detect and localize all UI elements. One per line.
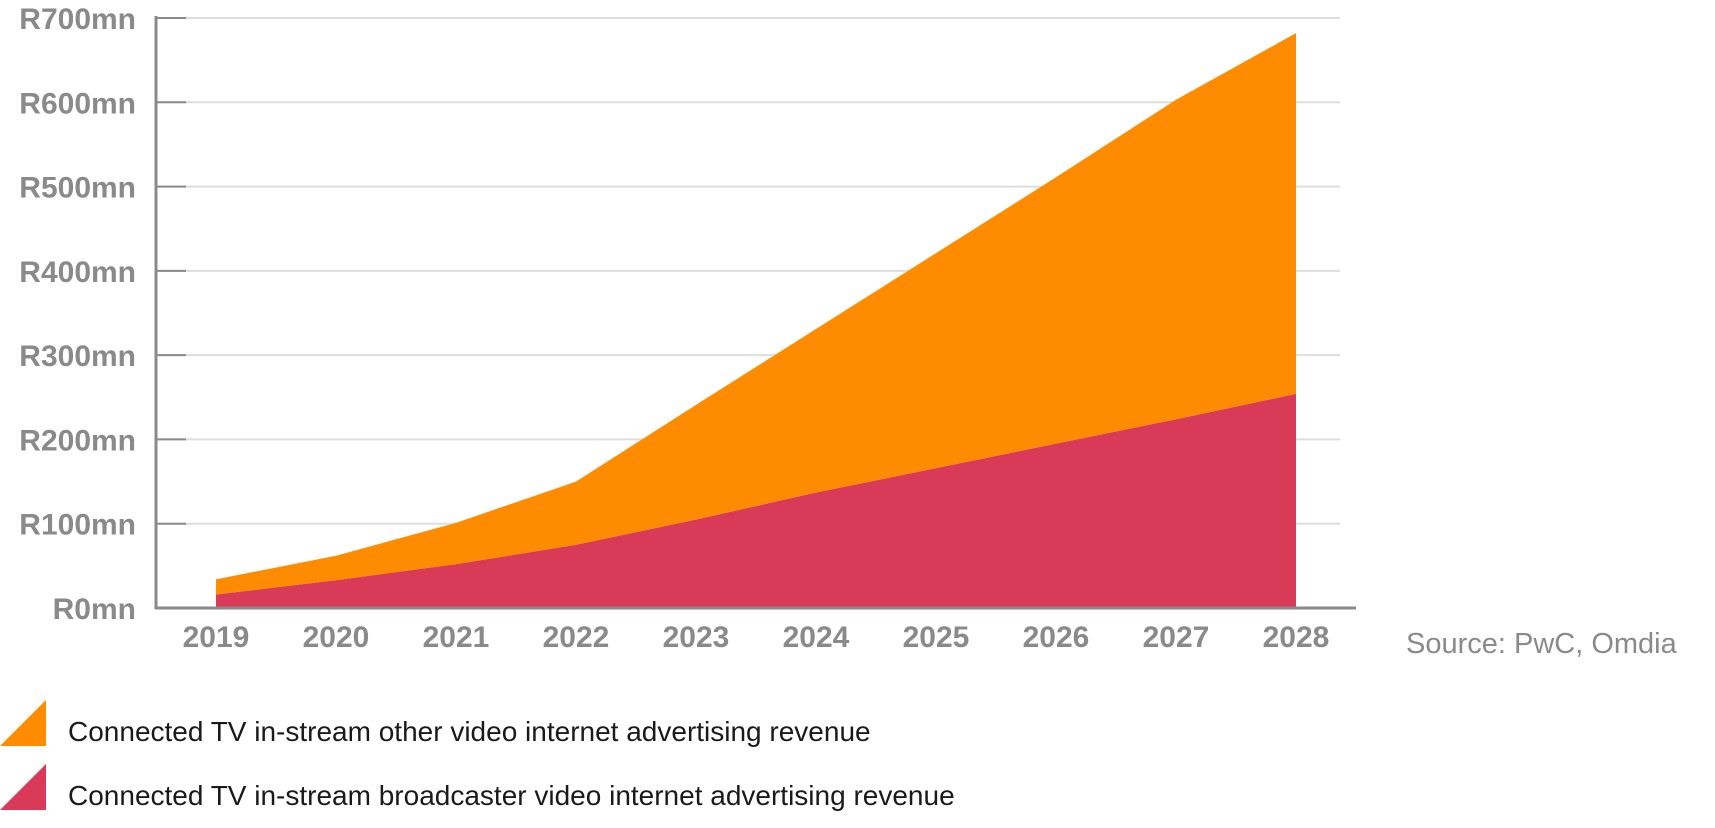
legend-item-other-video: Connected TV in-stream other video inter…	[0, 700, 1100, 764]
y-tick-label: R400mn	[19, 256, 136, 289]
legend-swatch-broadcaster-video	[0, 764, 46, 810]
legend-item-broadcaster-video: Connected TV in-stream broadcaster video…	[0, 764, 1100, 828]
legend-label-broadcaster-video: Connected TV in-stream broadcaster video…	[68, 780, 955, 811]
x-tick-label: 2019	[183, 621, 250, 654]
y-tick-label: R300mn	[19, 340, 136, 373]
axes	[154, 16, 1356, 610]
area-broadcaster-video	[216, 393, 1296, 608]
x-tick-label: 2023	[663, 621, 730, 654]
source-note: Source: PwC, Omdia	[1406, 628, 1677, 660]
legend-swatch-shape-broadcaster-video	[0, 764, 46, 810]
y-tick-label: R200mn	[19, 424, 136, 457]
x-tick-label: 2028	[1263, 621, 1330, 654]
x-tick-label: 2026	[1023, 621, 1090, 654]
y-tick-label: R600mn	[19, 87, 136, 120]
y-tick-label: R700mn	[19, 3, 136, 36]
x-tick-label: 2024	[783, 621, 850, 654]
stacked-area-chart: R0mn R100mn R200mn R300mn R400mn R500mn R600mn…	[19, 3, 1356, 654]
legend: Connected TV in-stream other video inter…	[0, 700, 1100, 828]
legend-swatch-shape-other-video	[0, 700, 46, 746]
area-series	[216, 33, 1296, 608]
x-tick-label: 2021	[423, 621, 490, 654]
y-tick-label: R500mn	[19, 172, 136, 205]
area-other-video	[216, 33, 1296, 595]
x-tick-label: 2025	[903, 621, 970, 654]
y-tick-label: R100mn	[19, 509, 136, 542]
x-tick-label: 2022	[543, 621, 610, 654]
grid-lines	[156, 17, 1340, 525]
x-axis-tick-labels: 2019 2020 2021 2022 2023 2024 2025 2026 2027 2028	[183, 621, 1330, 654]
y-axis-tick-labels: R0mn R100mn R200mn R300mn R400mn R500mn R600mn…	[19, 3, 136, 626]
y-tick-label: R0mn	[53, 593, 136, 626]
legend-swatch-other-video	[0, 700, 46, 746]
legend-label-other-video: Connected TV in-stream other video inter…	[68, 716, 871, 747]
x-tick-label: 2020	[303, 621, 370, 654]
x-tick-label: 2027	[1143, 621, 1210, 654]
